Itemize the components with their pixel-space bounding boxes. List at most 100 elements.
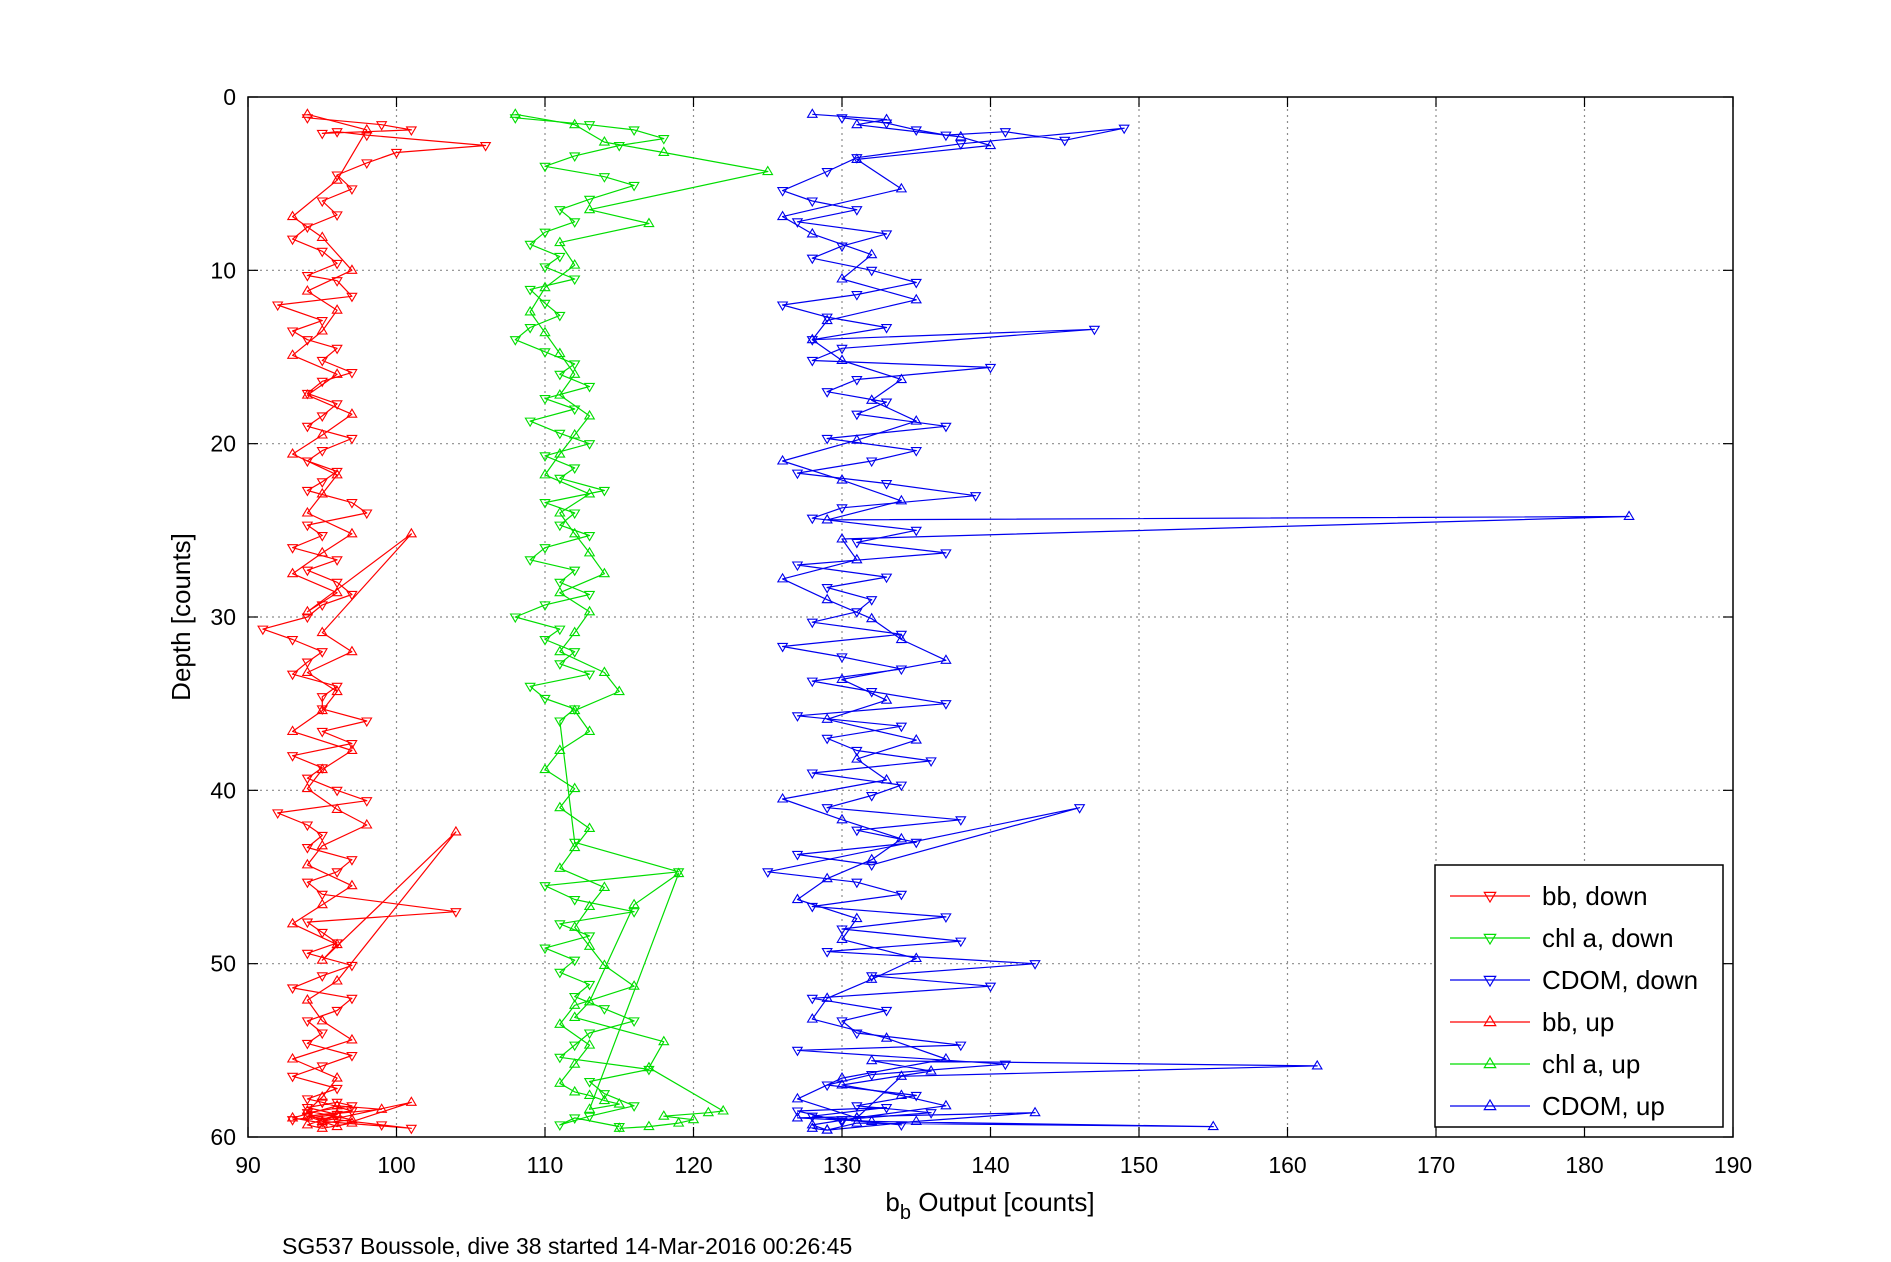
data-point xyxy=(851,746,863,757)
data-point xyxy=(405,126,418,137)
data-point xyxy=(925,1065,937,1075)
data-point xyxy=(346,994,358,1005)
data-point xyxy=(286,670,299,681)
data-point xyxy=(776,454,789,465)
data-point xyxy=(539,162,551,173)
x-tick-label: 130 xyxy=(823,1152,861,1178)
data-point xyxy=(791,893,804,904)
data-point xyxy=(316,763,328,774)
data-point xyxy=(821,734,833,745)
data-point xyxy=(910,952,922,963)
data-point xyxy=(776,187,789,197)
data-point xyxy=(851,753,863,763)
data-point xyxy=(791,1111,804,1122)
data-point xyxy=(880,694,893,704)
data-point xyxy=(539,544,551,554)
data-point xyxy=(568,509,581,520)
data-point xyxy=(1029,1106,1041,1117)
data-point xyxy=(568,360,581,371)
data-point xyxy=(554,1077,566,1087)
data-point xyxy=(405,1096,418,1106)
data-point xyxy=(568,275,581,286)
data-point xyxy=(583,121,596,131)
data-point xyxy=(583,940,596,950)
legend-marker xyxy=(1483,975,1497,988)
data-point xyxy=(925,1109,937,1119)
data-point xyxy=(955,130,967,141)
data-point xyxy=(554,744,566,755)
data-point xyxy=(821,388,833,398)
data-point xyxy=(331,1084,343,1095)
data-point xyxy=(331,974,343,985)
data-point xyxy=(806,514,819,525)
data-point xyxy=(628,126,640,137)
data-point xyxy=(539,468,551,479)
data-point xyxy=(643,1061,655,1072)
data-point xyxy=(539,299,551,310)
data-point xyxy=(940,549,952,559)
data-point xyxy=(346,590,358,601)
data-point xyxy=(910,447,922,457)
data-point xyxy=(316,546,328,557)
data-point xyxy=(762,165,774,176)
data-point xyxy=(361,131,373,142)
data-point xyxy=(568,704,581,715)
data-point xyxy=(836,925,848,936)
data-point xyxy=(375,121,388,131)
data-point xyxy=(851,553,863,564)
data-point xyxy=(539,228,551,239)
data-point xyxy=(301,613,314,624)
data-point xyxy=(568,626,581,637)
data-point xyxy=(895,832,908,843)
data-point xyxy=(301,506,314,517)
data-point xyxy=(776,792,789,803)
data-point xyxy=(836,504,848,514)
data-point xyxy=(554,801,566,812)
data-point xyxy=(346,645,358,656)
data-point xyxy=(806,333,819,344)
data-point xyxy=(286,917,299,928)
data-point xyxy=(836,344,848,355)
data-point xyxy=(301,843,314,854)
data-point xyxy=(851,434,863,444)
data-point xyxy=(791,712,804,722)
data-point xyxy=(301,1104,314,1115)
data-point xyxy=(390,148,403,159)
data-point xyxy=(554,1053,566,1064)
x-tick-label: 150 xyxy=(1120,1152,1158,1178)
legend-marker xyxy=(1483,1014,1497,1027)
data-point xyxy=(999,1060,1012,1071)
y-tick-label: 10 xyxy=(210,257,236,283)
data-point xyxy=(895,890,908,901)
legend-marker xyxy=(1483,1098,1497,1111)
data-point xyxy=(316,954,328,964)
legend-marker xyxy=(1483,891,1497,904)
data-point xyxy=(316,928,328,939)
data-point xyxy=(346,744,358,755)
data-point xyxy=(583,900,596,911)
data-point xyxy=(301,1118,314,1129)
data-point xyxy=(910,415,922,425)
data-point xyxy=(568,259,581,269)
data-point xyxy=(301,605,314,616)
data-point xyxy=(316,898,328,909)
legend-marker xyxy=(1483,1056,1497,1069)
legend-entry: CDOM, down xyxy=(1450,965,1698,995)
data-point xyxy=(598,1094,611,1105)
data-point xyxy=(568,1041,581,1052)
data-point xyxy=(836,272,848,283)
data-point xyxy=(821,167,833,178)
data-point xyxy=(286,349,299,359)
data-point xyxy=(316,1029,328,1040)
data-point xyxy=(554,347,566,358)
data-point xyxy=(791,850,804,861)
data-point xyxy=(880,773,893,784)
data-point xyxy=(316,1117,328,1127)
data-point xyxy=(316,356,328,367)
data-point xyxy=(271,809,284,819)
data-point xyxy=(554,645,566,656)
data-point xyxy=(316,1091,328,1101)
data-point xyxy=(643,217,655,228)
data-point xyxy=(554,717,566,728)
